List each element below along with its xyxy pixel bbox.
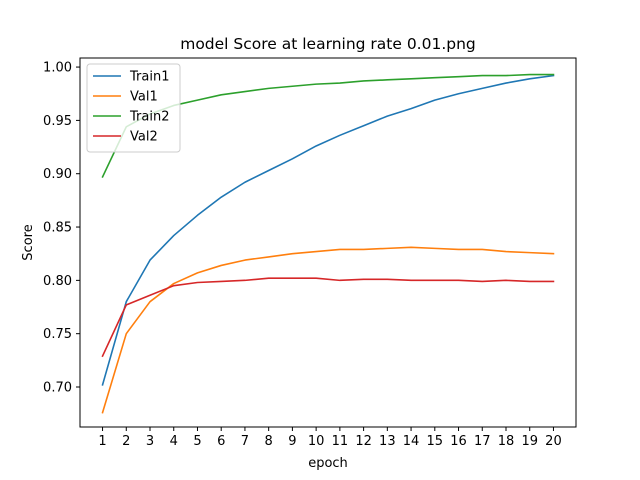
x-tick-label: 7 [241,434,249,449]
x-axis-title: epoch [308,456,348,471]
y-tick-label: 1.00 [43,61,72,76]
chart-title: model Score at learning rate 0.01.png [180,35,476,53]
x-tick-label: 2 [122,434,130,449]
series-lines [101,73,555,414]
y-tick-label: 0.85 [43,221,72,236]
x-tick-label: 13 [379,434,396,449]
x-tick-label: 17 [474,434,491,449]
y-tick-label: 0.80 [43,274,72,289]
y-tick-label: 0.90 [43,167,72,182]
y-axis-title: Score [21,224,36,260]
y-tick-label: 0.70 [43,381,72,396]
y-tick-label: 0.95 [43,114,72,129]
y-tick-label: 0.75 [43,327,72,342]
series-line-val1 [101,246,555,414]
x-tick-label: 3 [146,434,154,449]
plot-area-frame [79,57,577,428]
x-tick-label: 4 [170,434,178,449]
x-tick-label: 12 [355,434,372,449]
x-tick-label: 15 [427,434,444,449]
x-tick-label: 16 [450,434,467,449]
legend-box [86,63,181,153]
legend-label: Val1 [130,90,158,105]
x-tick-label: 8 [265,434,273,449]
x-tick-label: 5 [193,434,201,449]
x-tick-label: 1 [98,434,106,449]
legend-label: Train1 [129,70,169,85]
legend-label: Val2 [130,130,158,145]
x-tick-label: 9 [288,434,296,449]
x-tick-label: 20 [545,434,562,449]
x-tick-label: 6 [217,434,225,449]
series-line-val2 [101,277,555,358]
x-tick-label: 18 [498,434,515,449]
x-tick-label: 11 [332,434,349,449]
x-tick-label: 14 [403,434,420,449]
x-tick-label: 19 [521,434,538,449]
series-line-train1 [101,74,555,386]
legend-label: Train2 [129,110,169,125]
x-axis-ticks: 1 2 3 4 5 6 7 8 9 10 11 12 13 14 15 16 17 18 19 20 [98,427,562,449]
x-tick-label: 10 [308,434,325,449]
y-axis-ticks: 0.70 0.75 0.80 0.85 0.90 0.95 1.00 [43,61,80,396]
legend: Train1 Val1 Train2 Val2 [86,63,181,153]
